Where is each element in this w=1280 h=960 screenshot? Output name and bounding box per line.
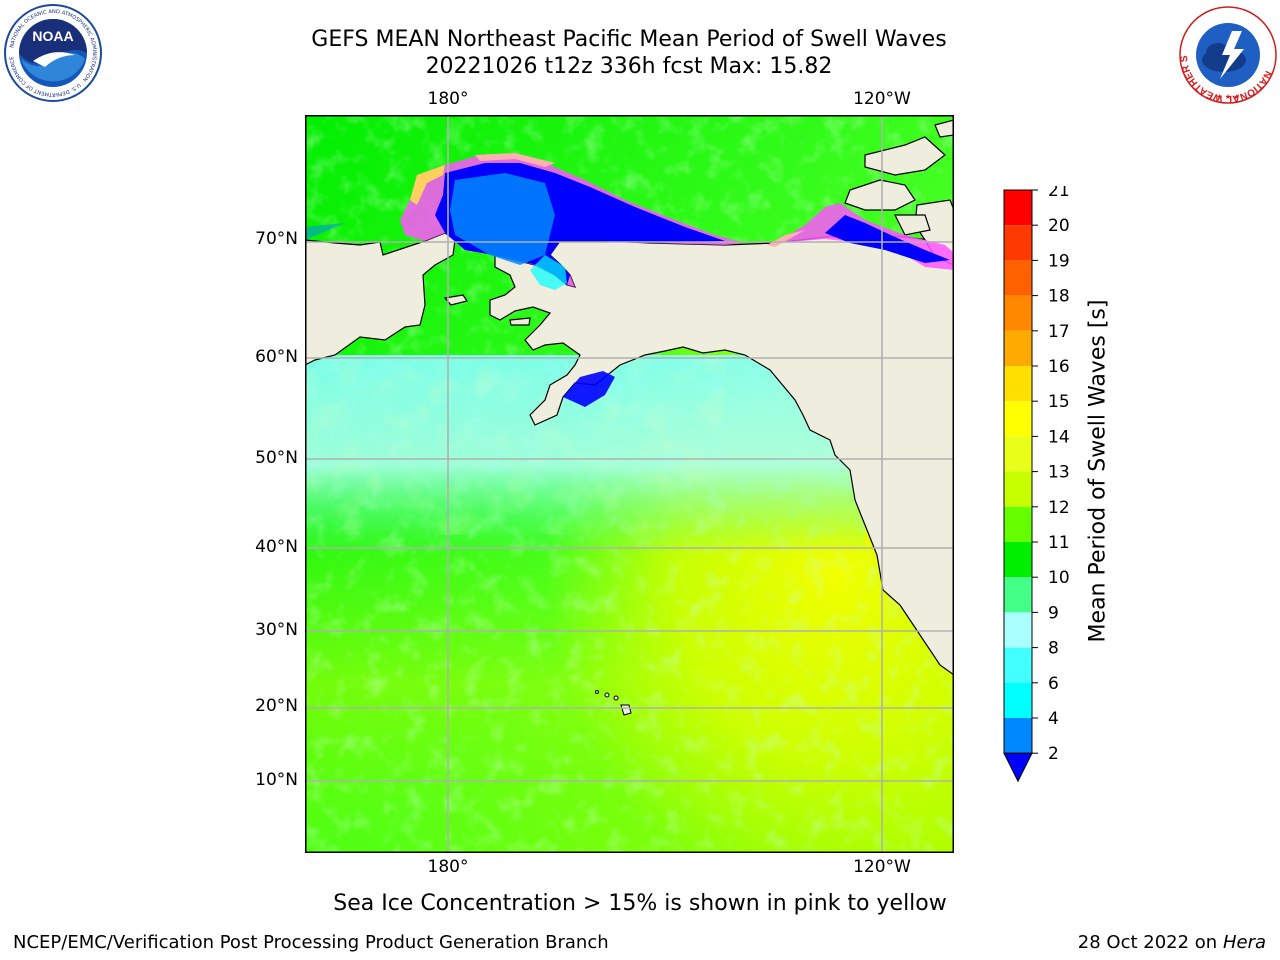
colorbar-tick-label-4: 4 — [1048, 709, 1059, 729]
sea-ice-region — [305, 153, 954, 407]
colorbar-bin-2 — [1004, 260, 1032, 296]
colorbar-tick-label-11: 11 — [1048, 533, 1070, 553]
swell-period-map — [305, 115, 954, 853]
colorbar-tick-label-8: 8 — [1048, 639, 1059, 659]
colorbar-bin-5 — [1004, 366, 1032, 402]
colorbar-bin-15 — [1004, 718, 1032, 754]
noaa-logo: NOAA NATIONAL OCEANIC AND ATMOSPHERIC AD… — [4, 4, 102, 102]
colorbar-bin-6 — [1004, 401, 1032, 437]
colorbar-tick-label-14: 14 — [1048, 427, 1070, 447]
colorbar-bin-12 — [1004, 612, 1032, 648]
lon-label-top-180: 180° — [427, 89, 469, 109]
nws-logo: NATIONAL WEATHER SERVICE ★ ★ ★ — [1178, 5, 1277, 104]
colorbar-bin-11 — [1004, 577, 1032, 613]
colorbar-bin-3 — [1004, 295, 1032, 331]
colorbar-bin-10 — [1004, 542, 1032, 578]
colorbar-bin-4 — [1004, 330, 1032, 366]
colorbar-tick-label-19: 19 — [1048, 251, 1070, 271]
colorbar-bin-9 — [1004, 506, 1032, 542]
graticule — [305, 115, 954, 853]
svg-text:★ ★ ★: ★ ★ ★ — [1216, 93, 1239, 101]
colorbar-tick-label-10: 10 — [1048, 568, 1070, 588]
colorbar-bin-7 — [1004, 436, 1032, 472]
colorbar-extend-arrow — [1003, 752, 1033, 783]
colorbar-tick-label-16: 16 — [1048, 357, 1070, 377]
lat-label-50n: 50°N — [255, 448, 298, 468]
date-stamp: 28 Oct 2022 on Hera — [1078, 932, 1266, 953]
lon-label-bottom-120w: 120°W — [853, 857, 911, 877]
map-frame — [305, 115, 954, 853]
colorbar-tick-label-6: 6 — [1048, 674, 1059, 694]
credit-text: NCEP/EMC/Verification Post Processing Pr… — [13, 932, 609, 953]
lat-label-70n: 70°N — [255, 229, 298, 249]
colorbar-tick-label-20: 20 — [1048, 216, 1070, 236]
lat-label-20n: 20°N — [255, 696, 298, 716]
colorbar: 21 20 19 18 17 16 15 14 13 12 11 10 9 8 6 4 2 — [1003, 186, 1070, 783]
colorbar-bin-0 — [1004, 190, 1032, 226]
lat-label-60n: 60°N — [255, 347, 298, 367]
colorbar-tick-label-15: 15 — [1048, 392, 1070, 412]
lat-label-40n: 40°N — [255, 537, 298, 557]
colorbar-bin-1 — [1004, 225, 1032, 261]
colorbar-tick-label-13: 13 — [1048, 463, 1070, 483]
date-text: 28 Oct 2022 on — [1077, 932, 1223, 953]
colorbar-tick-label-12: 12 — [1048, 498, 1070, 518]
colorbar-bin-8 — [1004, 471, 1032, 507]
colorbar-label: Mean Period of Swell Waves [s] — [1085, 299, 1111, 643]
lat-label-30n: 30°N — [255, 620, 298, 640]
chart-subtitle: 20221026 t12z 336h fcst Max: 15.82 — [425, 54, 833, 79]
lon-label-top-120w: 120°W — [853, 89, 911, 109]
colorbar-bin-13 — [1004, 647, 1032, 683]
svg-text:NOAA: NOAA — [32, 28, 73, 44]
lat-label-10n: 10°N — [255, 770, 298, 790]
colorbar-tick-label-2: 2 — [1048, 744, 1059, 764]
colorbar-tick-label-17: 17 — [1048, 322, 1070, 342]
colorbar-tick-label-9: 9 — [1048, 603, 1059, 623]
landmass — [305, 119, 954, 676]
colorbar-tick-label-18: 18 — [1048, 287, 1070, 307]
sea-ice-caption: Sea Ice Concentration > 15% is shown in … — [333, 891, 947, 916]
colorbar-bin-14 — [1004, 682, 1032, 718]
colorbar-tick-label-21: 21 — [1048, 186, 1070, 201]
chart-title: GEFS MEAN Northeast Pacific Mean Period … — [311, 27, 947, 52]
lon-label-bottom-180: 180° — [427, 857, 469, 877]
machine-name: Hera — [1222, 932, 1266, 953]
